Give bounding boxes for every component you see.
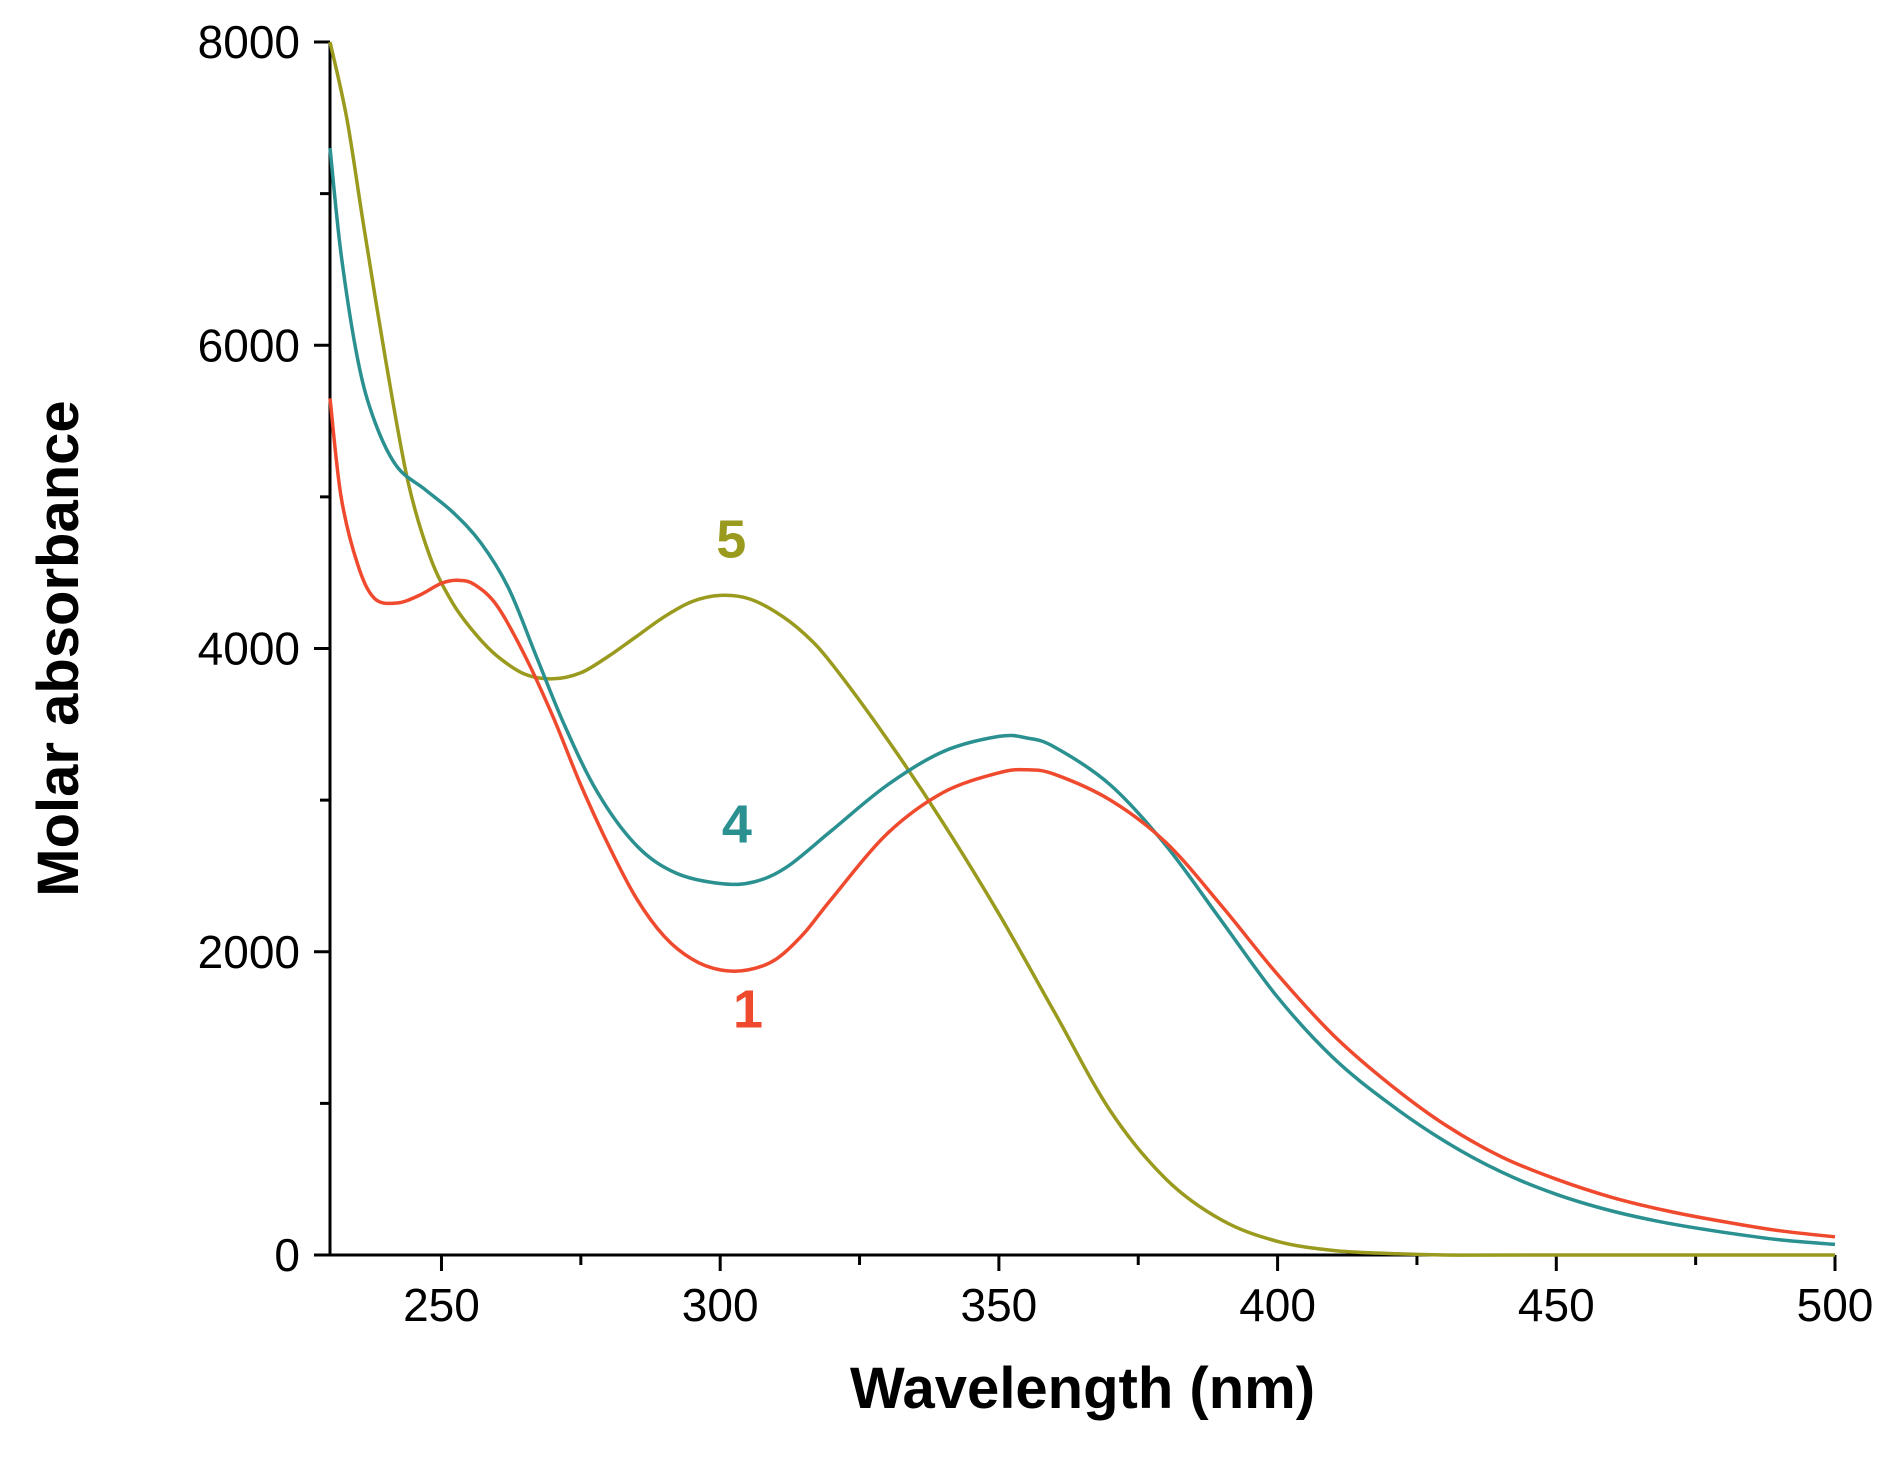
x-axis-title: Wavelength (nm): [850, 1356, 1315, 1421]
series-label-1: 1: [733, 980, 763, 1040]
y-tick-label: 6000: [198, 319, 300, 371]
series-label-5: 5: [716, 510, 746, 570]
series-labels: 5 4 1: [716, 510, 763, 1040]
x-tick-label: 300: [682, 1279, 759, 1331]
x-ticks: 250 300 350 400 450 500: [403, 1255, 1873, 1331]
x-tick-label: 450: [1518, 1279, 1595, 1331]
y-axis-title: Molar absorbance: [26, 400, 91, 896]
y-tick-label: 0: [274, 1229, 300, 1281]
y-tick-label: 4000: [198, 623, 300, 675]
y-tick-label: 8000: [198, 16, 300, 68]
series-layer: [328, 41, 1836, 1257]
y-tick-label: 2000: [198, 926, 300, 978]
y-ticks: 0 2000 4000 6000 8000: [198, 16, 330, 1281]
x-tick-label: 500: [1797, 1279, 1874, 1331]
series-line-1: [328, 398, 1836, 1239]
x-tick-label: 350: [961, 1279, 1038, 1331]
series-line-4: [328, 147, 1836, 1247]
x-tick-label: 250: [403, 1279, 480, 1331]
x-tick-label: 400: [1239, 1279, 1316, 1331]
series-line-5: [328, 41, 1835, 1257]
series-label-4: 4: [722, 795, 752, 855]
axes: 250 300 350 400 450 500 0 2000 4000 6000 8000: [198, 16, 1874, 1331]
